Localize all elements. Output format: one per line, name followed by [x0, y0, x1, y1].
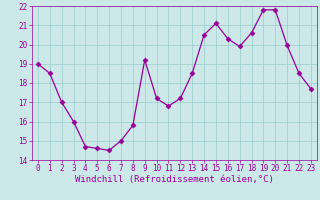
- X-axis label: Windchill (Refroidissement éolien,°C): Windchill (Refroidissement éolien,°C): [75, 175, 274, 184]
